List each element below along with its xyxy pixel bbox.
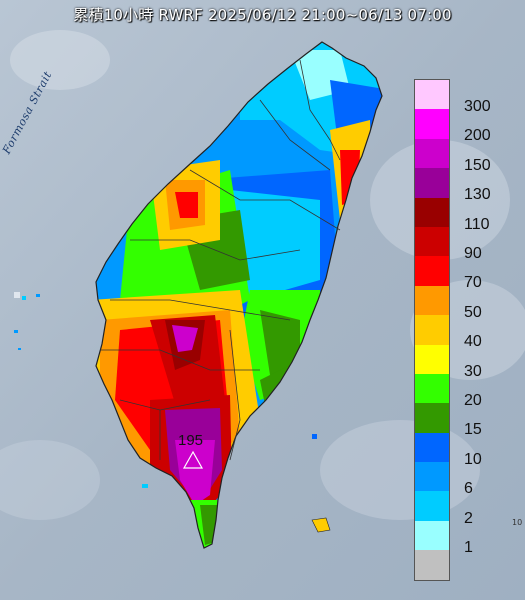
legend-swatch: [415, 80, 449, 110]
legend-swatch: [415, 168, 449, 198]
legend-label: 130: [464, 186, 491, 204]
legend-label: 90: [464, 245, 482, 262]
legend-swatch: [415, 462, 449, 492]
legend-swatch: [415, 138, 449, 169]
legend-swatch: [415, 550, 449, 580]
legend-label: 40: [464, 333, 482, 351]
legend-label: 10: [464, 450, 482, 468]
green-island: [311, 517, 331, 533]
island-outline: [95, 41, 383, 549]
max-marker-icon: [182, 450, 204, 469]
legend-label: 200: [464, 127, 491, 145]
edge-label: 10: [512, 518, 523, 527]
legend-swatch: [415, 373, 449, 404]
map-title: 累積10小時 RWRF 2025/06/12 21:00~06/13 07:00: [73, 6, 452, 24]
legend-swatch: [415, 403, 449, 433]
legend-label: 2: [464, 509, 473, 527]
max-rainfall-label: 195: [178, 432, 204, 449]
legend-label: 70: [464, 274, 482, 292]
legend-swatch: [415, 520, 449, 551]
legend-label: 15: [464, 421, 482, 439]
legend-swatch: [415, 432, 449, 463]
legend-label: 30: [464, 362, 482, 380]
legend-swatch: [415, 109, 449, 139]
color-legend: [414, 79, 450, 581]
islet-marker: [312, 434, 317, 439]
legend-label: 6: [464, 480, 473, 498]
legend-swatch: [415, 285, 449, 316]
legend-label: 300: [464, 98, 491, 115]
legend-swatch: [415, 491, 449, 521]
legend-label: 110: [464, 215, 490, 233]
legend-label: 1: [464, 539, 473, 556]
legend-swatch: [415, 197, 449, 227]
legend-swatch: [415, 344, 449, 374]
legend-label: 50: [464, 303, 482, 321]
county-borders: [100, 59, 341, 461]
legend-swatch: [415, 256, 449, 286]
legend-label: 150: [464, 156, 491, 174]
legend-swatch: [415, 315, 449, 345]
penghu-islands: [14, 292, 40, 350]
legend-swatch: [415, 226, 449, 257]
legend-label: 20: [464, 392, 482, 409]
islet-marker: [142, 484, 148, 488]
